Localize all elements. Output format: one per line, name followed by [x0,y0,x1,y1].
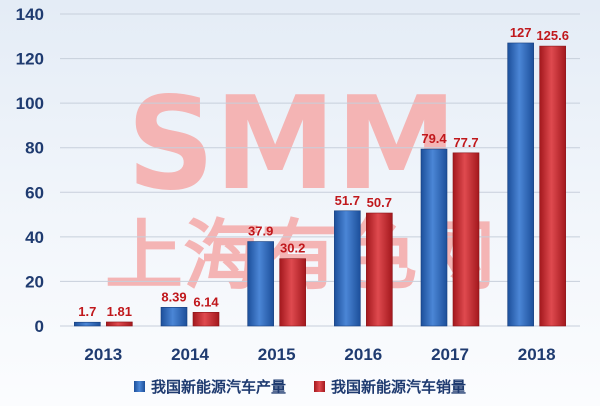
y-tick-label: 140 [16,5,44,24]
data-label: 79.4 [421,131,447,146]
y-axis: 0 20 40 60 80 100 120 140 [16,5,44,336]
y-tick-label: 100 [16,94,44,113]
bar-production-2017 [420,148,448,327]
legend-item-production: 我国新能源汽车产量 [133,376,286,397]
data-label: 1.7 [78,304,96,319]
data-label: 127 [510,25,532,40]
y-tick-label: 20 [25,272,44,291]
data-label: 77.7 [453,135,478,150]
bar-production-2013 [74,321,101,327]
bar-sales-2018 [539,45,566,327]
data-label: 30.2 [280,241,305,256]
bar-production-2015 [247,241,274,327]
bar-sales-2014 [192,312,220,327]
x-tick-label: 2017 [431,345,469,364]
legend-label-production: 我国新能源汽车产量 [150,377,286,396]
x-tick-label: 2018 [518,345,556,364]
x-tick-label: 2015 [258,345,296,364]
bar-production-2018 [507,42,534,327]
x-tick-label: 2014 [171,345,209,364]
gridlines [60,13,580,327]
data-label: 37.9 [248,224,273,239]
data-labels: 1.7 1.81 8.39 6.14 37.9 30.2 51.7 50.7 79.4 77.7 1… [78,25,569,319]
x-tick-label: 2013 [84,345,122,364]
watermark-smm: SMM [127,70,457,219]
bars [74,42,566,327]
legend-label-sales: 我国新能源汽车销量 [331,377,467,396]
y-tick-label: 0 [35,317,44,336]
y-tick-label: 60 [25,183,44,202]
y-tick-label: 120 [16,50,44,69]
data-label: 50.7 [367,195,392,210]
x-tick-label: 2016 [344,345,382,364]
bar-sales-2013 [106,321,133,327]
data-label: 6.14 [193,294,219,309]
legend: 我国新能源汽车产量 我国新能源汽车销量 [0,372,600,400]
bar-production-2014 [160,307,188,327]
bar-sales-2015 [279,258,306,327]
data-label: 125.6 [536,28,569,43]
legend-swatch-sales [314,380,325,392]
data-label: 51.7 [335,193,360,208]
bar-sales-2017 [452,152,480,327]
y-tick-label: 80 [25,139,44,158]
legend-swatch-production [133,380,145,392]
bar-production-2016 [334,210,361,327]
data-label: 1.81 [107,304,132,319]
x-axis: 2013 2014 2015 2016 2017 2018 [84,345,555,364]
y-tick-label: 40 [25,228,44,247]
data-label: 8.39 [161,289,186,304]
bar-sales-2016 [366,212,393,327]
legend-item-sales: 我国新能源汽车销量 [314,376,466,397]
